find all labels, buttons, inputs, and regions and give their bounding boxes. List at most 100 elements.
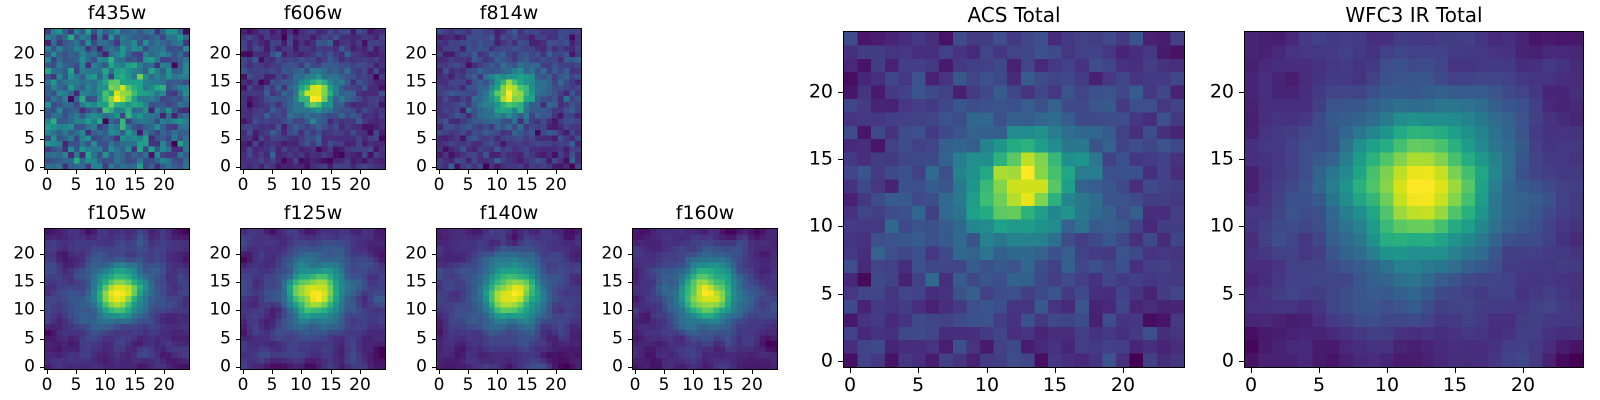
x-tick <box>360 170 361 174</box>
cutout-canvas <box>45 29 189 169</box>
x-tick-label: 20 <box>741 375 763 395</box>
x-tick <box>468 370 469 374</box>
y-tick-label: 5 <box>820 282 833 305</box>
x-tick <box>1319 368 1320 373</box>
panel-title-f140w: f140w <box>479 202 539 224</box>
y-tick-label: 5 <box>612 328 623 349</box>
y-tick-label: 20 <box>1209 80 1234 103</box>
y-tick-label: 5 <box>1221 282 1234 305</box>
y-tick <box>838 159 843 160</box>
y-tick <box>236 339 240 340</box>
cutout-image <box>240 28 386 170</box>
x-tick-label: 10 <box>290 375 312 395</box>
y-tick <box>40 339 44 340</box>
cutout-image <box>843 31 1185 368</box>
x-tick <box>635 370 636 374</box>
cutout-canvas <box>844 32 1184 367</box>
x-tick <box>1251 368 1252 373</box>
panel-title-f435w: f435w <box>87 2 147 24</box>
panel-title-acs-total: ACS Total <box>967 3 1061 27</box>
x-tick-label: 20 <box>153 375 175 395</box>
panel-title-f606w: f606w <box>283 2 343 24</box>
y-tick-label: 5 <box>220 128 231 149</box>
y-tick-label: 20 <box>209 43 231 64</box>
y-tick-label: 15 <box>13 71 35 92</box>
y-tick <box>432 282 436 283</box>
cutout-canvas <box>241 229 385 369</box>
x-tick-label: 5 <box>1312 374 1326 396</box>
cutout-image <box>1244 31 1584 368</box>
cutout-canvas <box>1245 32 1583 367</box>
x-tick-label: 15 <box>320 175 342 195</box>
y-tick <box>628 254 632 255</box>
x-tick <box>439 170 440 174</box>
y-tick-label: 15 <box>209 71 231 92</box>
y-tick <box>628 282 632 283</box>
y-tick <box>40 254 44 255</box>
x-tick <box>918 368 919 373</box>
x-tick <box>556 170 557 174</box>
y-tick <box>432 339 436 340</box>
x-tick-label: 10 <box>974 374 1000 396</box>
y-tick-label: 10 <box>601 299 623 320</box>
x-tick <box>752 370 753 374</box>
x-tick-label: 15 <box>1042 374 1068 396</box>
y-tick <box>40 282 44 283</box>
y-tick <box>236 82 240 83</box>
y-tick <box>432 167 436 168</box>
cutout-image <box>436 228 582 370</box>
x-tick <box>664 370 665 374</box>
x-tick <box>850 368 851 373</box>
x-tick <box>135 370 136 374</box>
x-tick <box>47 370 48 374</box>
x-tick-label: 5 <box>70 175 82 195</box>
y-tick <box>838 226 843 227</box>
x-tick-label: 5 <box>462 375 474 395</box>
cutout-panel-wfc3-ir-total: 0 5 10 15 20 0 5 10 15 20 WFC3 IR Total <box>1210 5 1584 395</box>
x-tick <box>987 368 988 373</box>
x-tick-label: 0 <box>629 375 641 395</box>
x-tick-label: 20 <box>1510 374 1536 396</box>
x-tick-label: 0 <box>433 375 445 395</box>
cutout-panel-f140w: 0 5 10 15 20 0 5 10 15 20 f140w <box>405 204 582 394</box>
y-tick-label: 10 <box>209 299 231 320</box>
y-tick-label: 10 <box>1209 214 1234 237</box>
y-tick-label: 0 <box>24 356 35 377</box>
y-tick <box>432 82 436 83</box>
y-tick <box>236 254 240 255</box>
y-tick <box>1239 361 1244 362</box>
y-tick-label: 0 <box>24 156 35 177</box>
y-tick-label: 15 <box>1209 147 1234 170</box>
x-tick-label: 20 <box>153 175 175 195</box>
y-tick <box>236 139 240 140</box>
y-tick-label: 0 <box>1221 349 1234 372</box>
x-tick-label: 15 <box>1442 374 1468 396</box>
y-tick-label: 0 <box>612 356 623 377</box>
cutout-image <box>44 228 190 370</box>
y-tick <box>432 254 436 255</box>
x-tick <box>556 370 557 374</box>
y-tick-label: 0 <box>820 349 833 372</box>
y-tick <box>1239 92 1244 93</box>
y-tick-label: 15 <box>601 271 623 292</box>
cutout-canvas <box>633 229 777 369</box>
x-tick-label: 10 <box>94 175 116 195</box>
y-tick <box>236 310 240 311</box>
y-tick <box>432 110 436 111</box>
x-tick-label: 5 <box>266 375 278 395</box>
y-tick-label: 15 <box>808 147 833 170</box>
x-tick <box>105 370 106 374</box>
x-tick <box>1455 368 1456 373</box>
y-tick-label: 10 <box>405 299 427 320</box>
x-tick-label: 20 <box>545 375 567 395</box>
x-tick-label: 15 <box>320 375 342 395</box>
x-tick <box>331 170 332 174</box>
y-tick <box>236 110 240 111</box>
x-tick-label: 10 <box>486 175 508 195</box>
y-tick-label: 15 <box>405 271 427 292</box>
x-tick-label: 5 <box>266 175 278 195</box>
y-tick <box>432 139 436 140</box>
x-tick-label: 10 <box>1374 374 1400 396</box>
y-tick-label: 5 <box>220 328 231 349</box>
x-tick-label: 20 <box>1110 374 1136 396</box>
